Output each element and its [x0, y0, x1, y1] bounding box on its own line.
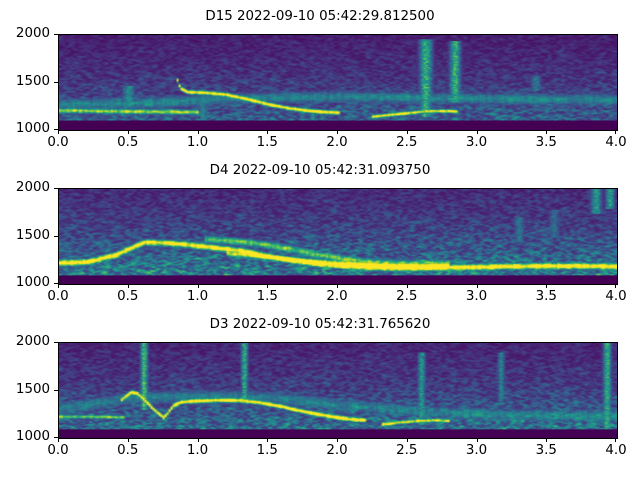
- y-tick-label: 2000: [15, 334, 50, 349]
- x-tick-label: 3.5: [535, 289, 557, 304]
- x-tick-label: 0.0: [47, 289, 69, 304]
- y-tick-label: 1000: [15, 121, 50, 136]
- x-tick-label: 3.5: [535, 135, 557, 150]
- y-tick-mark: [54, 34, 58, 35]
- x-tick-mark: [58, 284, 59, 288]
- x-tick-label: 0.0: [47, 443, 69, 458]
- y-tick-label: 1000: [15, 275, 50, 290]
- x-tick-mark: [128, 438, 129, 442]
- x-tick-mark: [615, 438, 616, 442]
- x-tick-label: 1.5: [256, 443, 278, 458]
- y-tick-label: 1500: [15, 381, 50, 397]
- x-tick-label: 0.0: [47, 135, 69, 150]
- x-tick-mark: [546, 130, 547, 134]
- x-tick-label: 2.0: [326, 443, 348, 458]
- y-tick-mark: [54, 188, 58, 189]
- spectrogram-canvas-2: [59, 189, 617, 284]
- spectrogram-canvas-3: [59, 343, 617, 438]
- x-tick-mark: [337, 284, 338, 288]
- x-tick-mark: [337, 438, 338, 442]
- y-tick-mark: [54, 129, 58, 130]
- x-tick-mark: [477, 130, 478, 134]
- spectrogram-canvas-1: [59, 35, 617, 130]
- x-tick-label: 1.5: [256, 135, 278, 150]
- x-tick-label: 2.0: [326, 135, 348, 150]
- x-tick-label: 3.5: [535, 443, 557, 458]
- x-tick-mark: [267, 284, 268, 288]
- x-tick-mark: [198, 284, 199, 288]
- y-tick-label: 2000: [15, 26, 50, 41]
- x-tick-mark: [267, 438, 268, 442]
- x-tick-mark: [128, 284, 129, 288]
- x-tick-mark: [337, 130, 338, 134]
- x-tick-label: 1.0: [186, 443, 209, 458]
- x-tick-label: 3.0: [465, 443, 488, 458]
- x-tick-mark: [58, 438, 59, 442]
- y-tick-label: 1000: [15, 429, 50, 444]
- x-tick-label: 2.0: [326, 289, 348, 304]
- x-tick-mark: [407, 130, 408, 134]
- y-tick-mark: [54, 342, 58, 343]
- x-tick-label: 0.5: [117, 289, 139, 304]
- x-tick-mark: [546, 284, 547, 288]
- x-tick-mark: [615, 284, 616, 288]
- panel-title-2: D4 2022-09-10 05:42:31.093750: [209, 163, 431, 178]
- y-tick-mark: [54, 390, 58, 391]
- x-tick-mark: [267, 130, 268, 134]
- y-tick-mark: [54, 437, 58, 438]
- x-tick-label: 1.5: [256, 289, 278, 304]
- x-tick-mark: [546, 438, 547, 442]
- x-tick-mark: [407, 438, 408, 442]
- y-tick-mark: [54, 82, 58, 83]
- x-tick-label: 1.0: [186, 289, 209, 304]
- x-tick-label: 2.5: [396, 135, 418, 150]
- y-tick-mark: [54, 236, 58, 237]
- spectrogram-axes-1: [58, 34, 618, 131]
- x-tick-mark: [198, 130, 199, 134]
- x-tick-mark: [615, 130, 616, 134]
- x-tick-label: 4.0: [605, 443, 627, 458]
- x-tick-mark: [407, 284, 408, 288]
- panel-title-1: D15 2022-09-10 05:42:29.812500: [205, 9, 435, 24]
- y-tick-label: 1500: [15, 73, 50, 89]
- spectrogram-axes-2: [58, 188, 618, 285]
- x-tick-label: 3.0: [465, 135, 488, 150]
- x-tick-mark: [128, 130, 129, 134]
- x-tick-mark: [58, 130, 59, 134]
- spectrogram-axes-3: [58, 342, 618, 439]
- x-tick-label: 1.0: [186, 135, 209, 150]
- x-tick-mark: [198, 438, 199, 442]
- panel-title-3: D3 2022-09-10 05:42:31.765620: [209, 317, 431, 332]
- x-tick-mark: [477, 438, 478, 442]
- x-tick-label: 0.5: [117, 135, 139, 150]
- x-tick-label: 2.5: [396, 443, 418, 458]
- x-tick-label: 2.5: [396, 289, 418, 304]
- y-tick-label: 2000: [15, 180, 50, 195]
- x-tick-label: 3.0: [465, 289, 488, 304]
- y-tick-mark: [54, 283, 58, 284]
- x-tick-mark: [477, 284, 478, 288]
- x-tick-label: 4.0: [605, 289, 627, 304]
- y-tick-label: 1500: [15, 227, 50, 243]
- x-tick-label: 0.5: [117, 443, 139, 458]
- x-tick-label: 4.0: [605, 135, 627, 150]
